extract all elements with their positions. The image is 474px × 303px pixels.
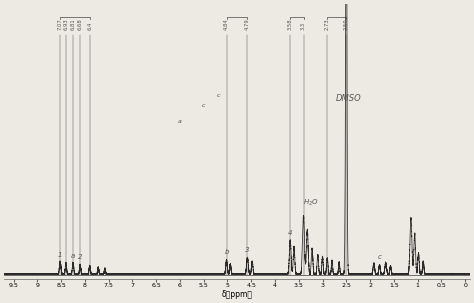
Text: 6.4: 6.4 — [87, 22, 92, 30]
Text: c: c — [216, 93, 219, 98]
Text: $H_2O$: $H_2O$ — [303, 197, 319, 208]
Text: 3.3: 3.3 — [301, 22, 306, 30]
Text: 4.79: 4.79 — [245, 18, 250, 30]
Text: 6.81: 6.81 — [71, 18, 75, 30]
Text: 6.68: 6.68 — [78, 18, 82, 30]
Text: 6.93: 6.93 — [64, 18, 68, 30]
Text: 2.50: 2.50 — [344, 18, 349, 30]
Text: DMSO: DMSO — [336, 94, 362, 103]
Text: 7.07: 7.07 — [58, 18, 63, 30]
Text: 4.84: 4.84 — [224, 18, 229, 30]
Text: c: c — [378, 254, 382, 260]
Text: 4: 4 — [288, 230, 292, 236]
Text: c: c — [202, 103, 205, 108]
Text: a: a — [178, 119, 182, 124]
Text: 2.73: 2.73 — [325, 18, 330, 30]
Text: 2: 2 — [78, 255, 82, 261]
Text: 1: 1 — [58, 252, 63, 258]
Text: 3.58: 3.58 — [288, 18, 293, 30]
Text: b: b — [224, 249, 229, 255]
X-axis label: δ（ppm）: δ（ppm） — [221, 290, 253, 299]
Text: a: a — [71, 253, 75, 258]
Text: 3: 3 — [245, 247, 250, 253]
